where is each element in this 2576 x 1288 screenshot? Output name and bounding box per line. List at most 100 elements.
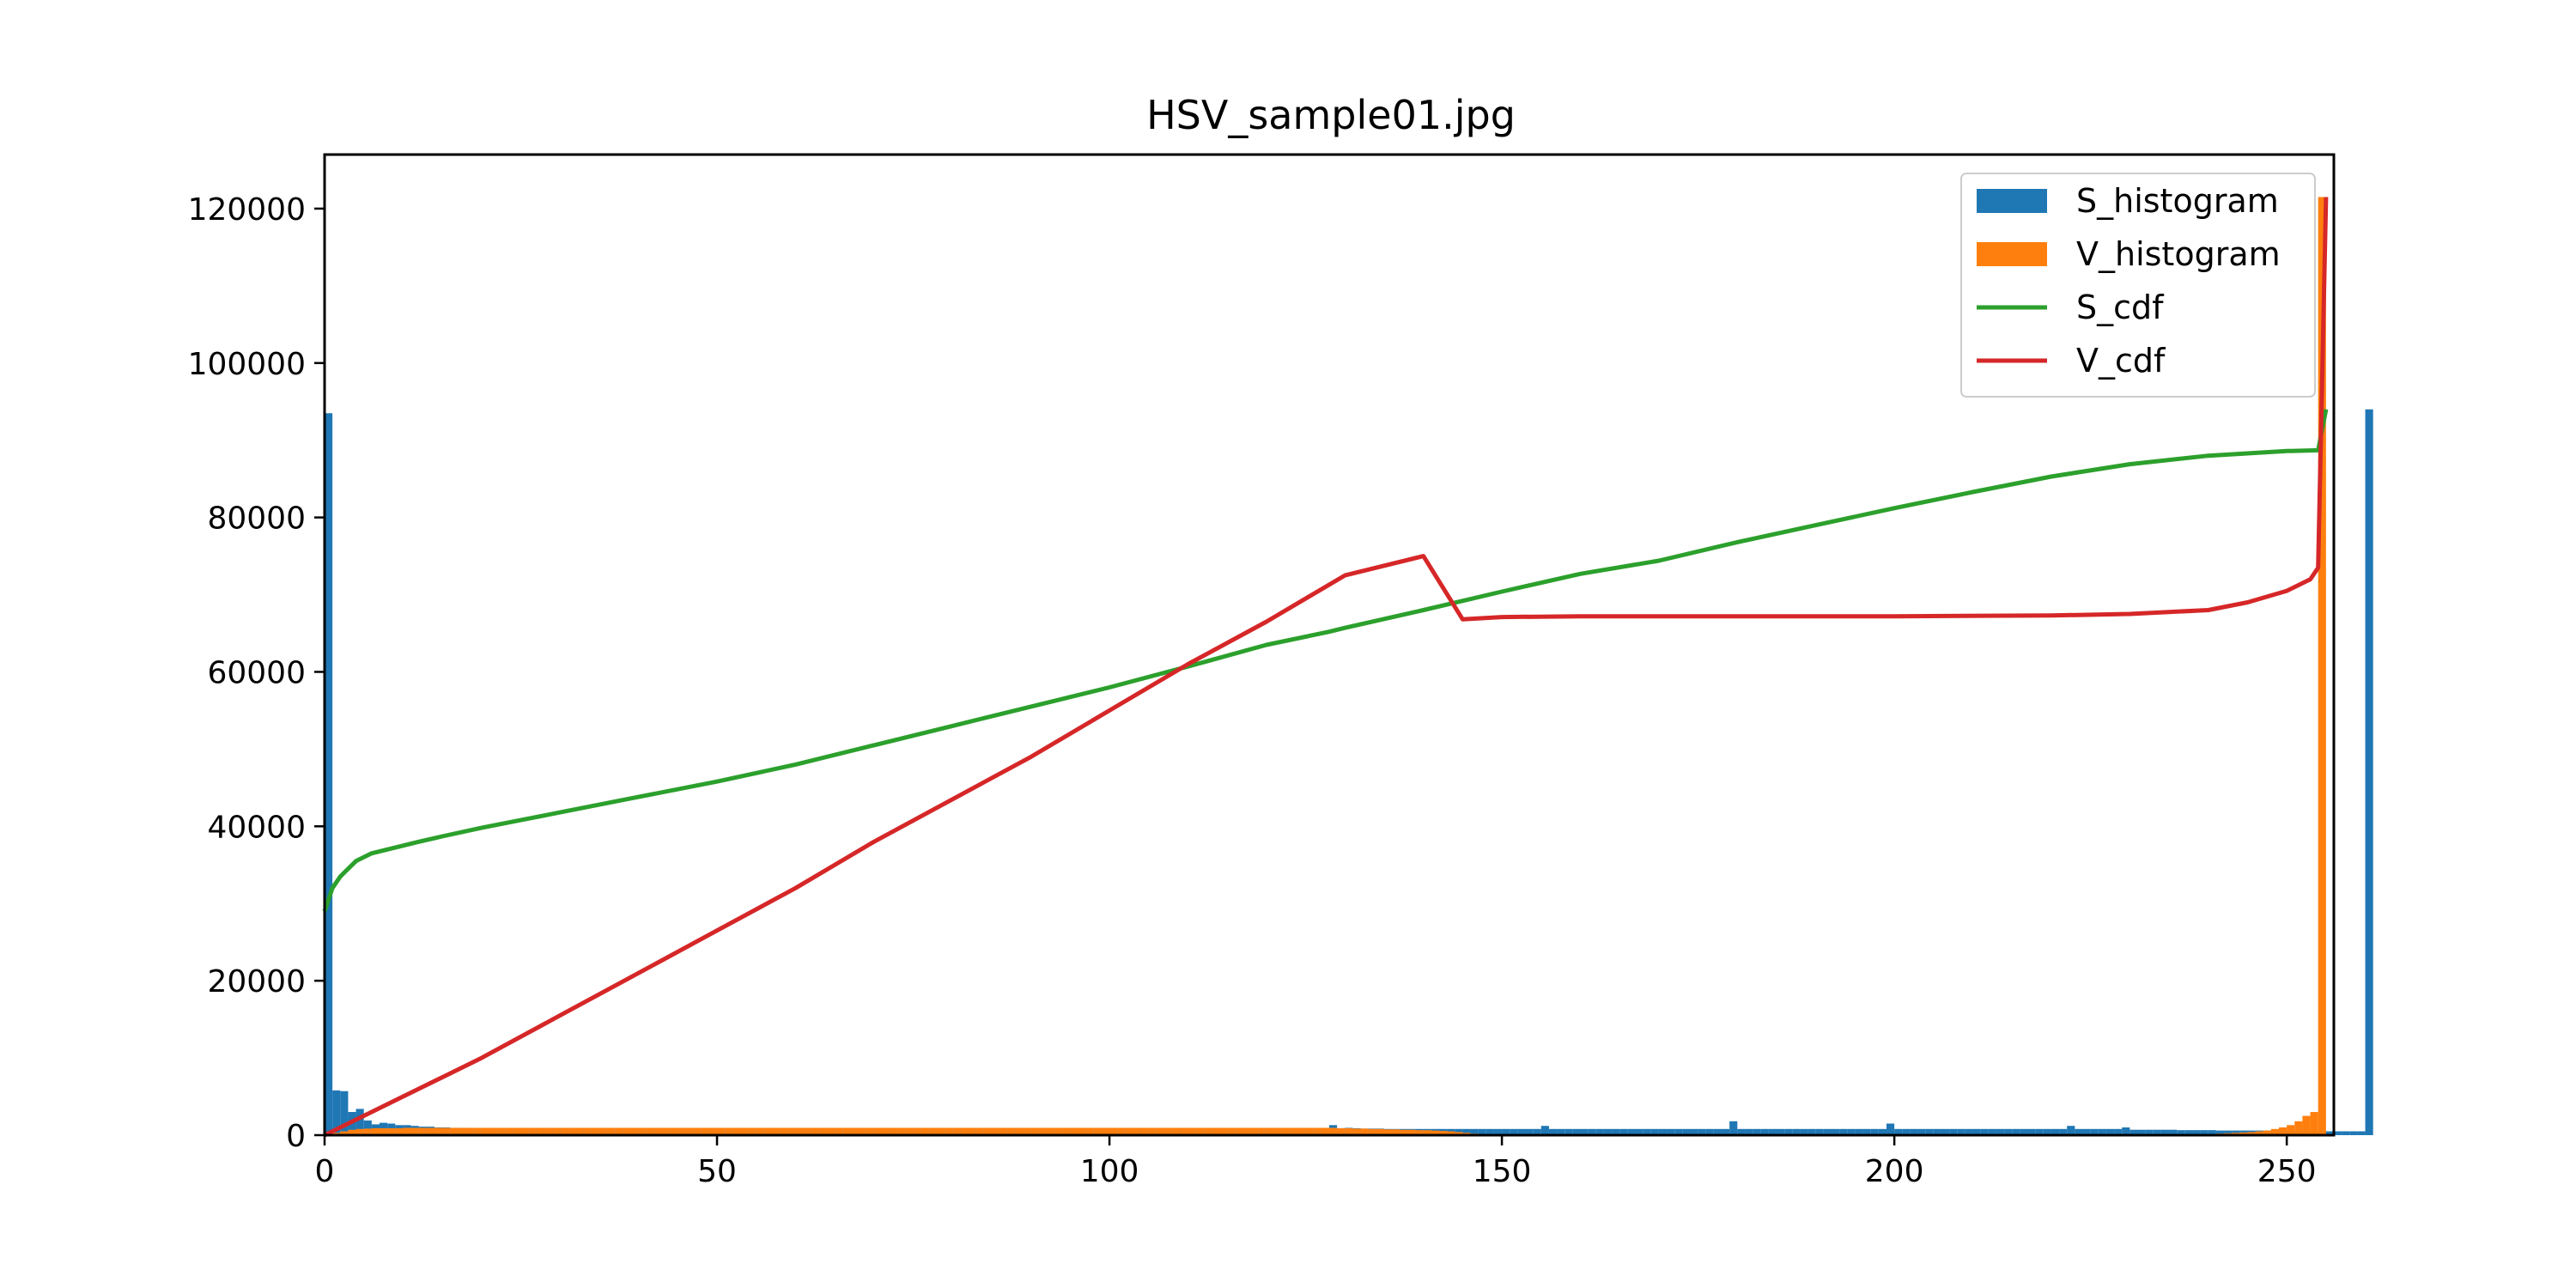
V_histogram-bar [1164, 1127, 1173, 1135]
S_histogram-bar [1619, 1128, 1628, 1135]
S_histogram-bar [1502, 1128, 1510, 1135]
V_histogram-bar [693, 1127, 702, 1135]
V_histogram-bar [379, 1127, 388, 1135]
legend-swatch [1977, 189, 2047, 213]
legend-label: V_histogram [2076, 235, 2281, 273]
S_histogram-bar [2122, 1127, 2130, 1135]
S_histogram-bar [1957, 1128, 1965, 1135]
S_histogram-bar [1894, 1128, 1903, 1135]
series-S_histogram [325, 409, 2373, 1136]
V_histogram-bar [403, 1127, 411, 1135]
V_histogram-bar [363, 1128, 372, 1135]
S_histogram-bar [1768, 1128, 1777, 1135]
S_histogram-bar [1870, 1128, 1879, 1135]
V_histogram-bar [1438, 1131, 1448, 1135]
V_histogram-bar [835, 1127, 843, 1135]
S_histogram-bar [1807, 1128, 1816, 1135]
S_histogram-bar [1540, 1126, 1549, 1135]
V_histogram-bar [905, 1127, 914, 1135]
S_histogram-bar [2224, 1130, 2233, 1135]
V_histogram-bar [653, 1127, 663, 1135]
V_histogram-bar [1070, 1127, 1078, 1135]
V_histogram-bar [489, 1127, 498, 1135]
S_histogram-bar [1557, 1128, 1565, 1135]
V_histogram-bar [1392, 1129, 1400, 1135]
S_histogram-bar [2349, 1131, 2358, 1135]
V_histogram-bar [1038, 1127, 1047, 1135]
S_histogram-bar [1823, 1128, 1832, 1135]
S_histogram-bar [1682, 1128, 1691, 1135]
V_histogram-bar [881, 1127, 890, 1135]
V_histogram-bar [2310, 1112, 2318, 1135]
S_histogram-bar [1612, 1128, 1620, 1135]
V_histogram-bar [505, 1127, 513, 1135]
S_histogram-bar [332, 1090, 341, 1135]
y-tick-label: 20000 [207, 964, 306, 999]
V_histogram-bar [598, 1127, 608, 1135]
V_histogram-bar [1407, 1129, 1416, 1135]
S_histogram-bar [1667, 1128, 1675, 1135]
V_histogram-bar [1030, 1127, 1039, 1135]
V_histogram-bar [1290, 1127, 1298, 1135]
V_histogram-bar [936, 1127, 945, 1135]
V_histogram-bar [1211, 1127, 1220, 1135]
V_histogram-bar [685, 1127, 694, 1135]
V_histogram-bar [1180, 1127, 1188, 1135]
x-tick-label: 50 [697, 1154, 737, 1189]
S_histogram-bar [1792, 1128, 1801, 1135]
S_histogram-bar [1839, 1128, 1848, 1135]
V_histogram-bar [615, 1127, 623, 1135]
S_histogram-bar [1478, 1128, 1486, 1135]
V_histogram-bar [748, 1127, 756, 1135]
S_histogram-bar [1949, 1128, 1958, 1135]
V_histogram-bar [1360, 1128, 1369, 1135]
S_histogram-bar [1580, 1128, 1589, 1135]
V_histogram-bar [1117, 1127, 1126, 1135]
S_histogram-bar [1548, 1128, 1558, 1135]
S_histogram-bar [2169, 1129, 2178, 1135]
V_histogram-bar [732, 1127, 741, 1135]
V_histogram-bar [497, 1127, 506, 1135]
S_histogram-bar [1800, 1128, 1808, 1135]
V_histogram-bar [1156, 1127, 1165, 1135]
V_histogram-bar [1140, 1127, 1149, 1135]
V_histogram-bar [701, 1127, 709, 1135]
V_histogram-bar [975, 1127, 984, 1135]
S_histogram-bar [1777, 1128, 1785, 1135]
S_histogram-bar [2043, 1128, 2051, 1135]
V_histogram-bar [999, 1127, 1008, 1135]
S_histogram-bar [1698, 1128, 1706, 1135]
S_histogram-bar [1886, 1123, 1895, 1135]
S_histogram-bar [2004, 1128, 2013, 1135]
V_histogram-bar [1455, 1132, 1463, 1135]
S_histogram-bar [1705, 1128, 1714, 1135]
V_histogram-bar [1383, 1129, 1393, 1135]
S_histogram-bar [2105, 1128, 2115, 1135]
V_histogram-bar [2255, 1131, 2263, 1135]
legend-label: S_histogram [2076, 182, 2279, 220]
V_histogram-bar [544, 1127, 553, 1135]
S_histogram-bar [2145, 1129, 2154, 1135]
S_histogram-bar [1564, 1128, 1573, 1135]
V_histogram-bar [1125, 1127, 1133, 1135]
S_histogram-bar [1658, 1128, 1668, 1135]
V_histogram-bar [1258, 1127, 1267, 1135]
V_histogram-bar [1133, 1127, 1141, 1135]
V_histogram-bar [520, 1127, 529, 1135]
x-tick-label: 250 [2257, 1154, 2317, 1189]
V_histogram-bar [1172, 1127, 1181, 1135]
S_histogram-bar [2160, 1129, 2170, 1135]
V_histogram-bar [552, 1127, 561, 1135]
S_histogram-bar [2090, 1128, 2099, 1135]
S_histogram-bar [1902, 1128, 1911, 1135]
x-axis: 0 50 100 150 200 250 [315, 1135, 2317, 1189]
V_histogram-bar [913, 1127, 921, 1135]
y-tick-label: 40000 [207, 810, 306, 845]
V_histogram-bar [465, 1127, 474, 1135]
x-tick-label: 200 [1865, 1154, 1924, 1189]
V_histogram-bar [866, 1127, 874, 1135]
V_histogram-bar [583, 1127, 592, 1135]
V_histogram-bar [442, 1127, 451, 1135]
V_histogram-bar [960, 1127, 969, 1135]
V_histogram-bar [638, 1127, 647, 1135]
